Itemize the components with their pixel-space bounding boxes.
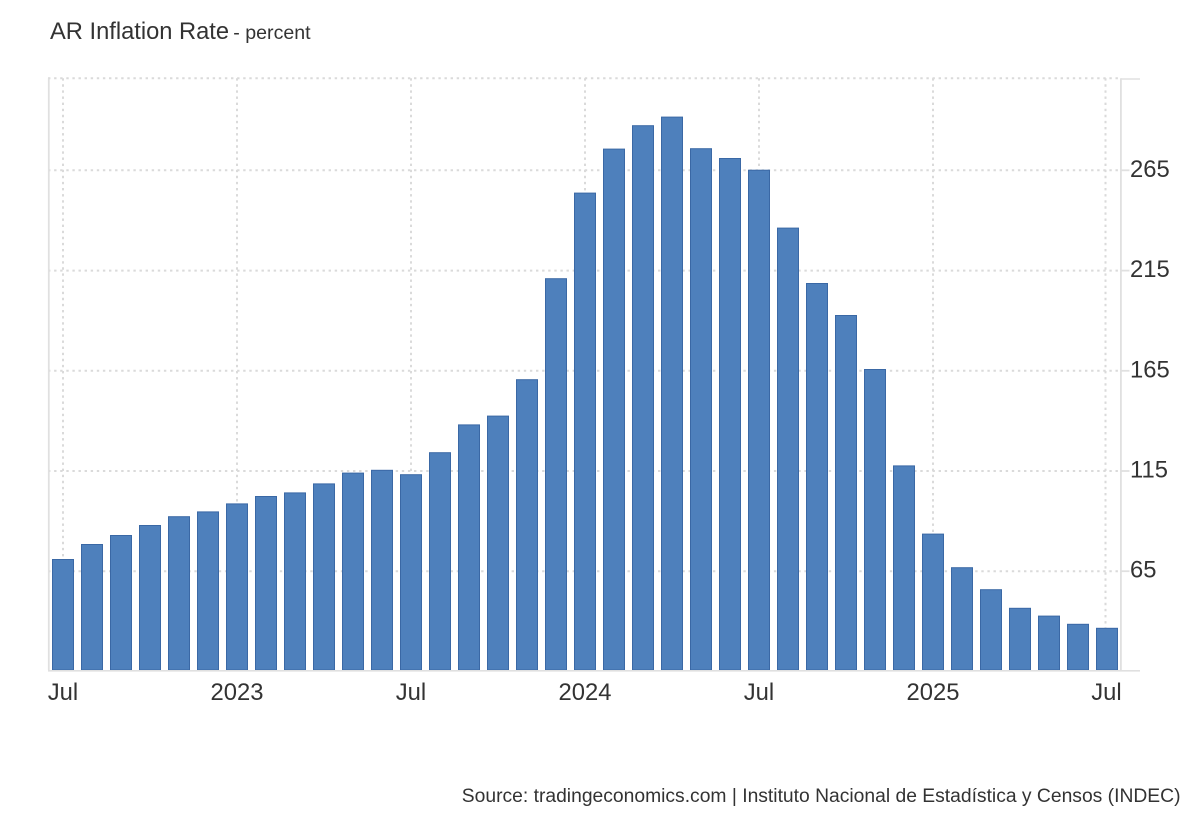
svg-text:Jul: Jul	[396, 679, 426, 706]
svg-text:115: 115	[1130, 457, 1168, 484]
svg-text:165: 165	[1130, 356, 1170, 383]
svg-text:2024: 2024	[559, 679, 612, 706]
svg-text:AR Inflation Rate: AR Inflation Rate	[50, 19, 229, 45]
svg-text:265: 265	[1130, 156, 1170, 183]
svg-text:Source: tradingeconomics.com |: Source: tradingeconomics.com | Instituto…	[462, 786, 1181, 807]
svg-text:Jul: Jul	[744, 679, 774, 706]
svg-text:215: 215	[1130, 256, 1170, 283]
svg-text:Jul: Jul	[1091, 679, 1121, 706]
svg-text:65: 65	[1130, 557, 1156, 584]
svg-text:- percent: - percent	[233, 22, 311, 44]
svg-text:Jul: Jul	[48, 679, 78, 706]
svg-text:2023: 2023	[211, 679, 264, 706]
svg-text:2025: 2025	[907, 679, 960, 706]
